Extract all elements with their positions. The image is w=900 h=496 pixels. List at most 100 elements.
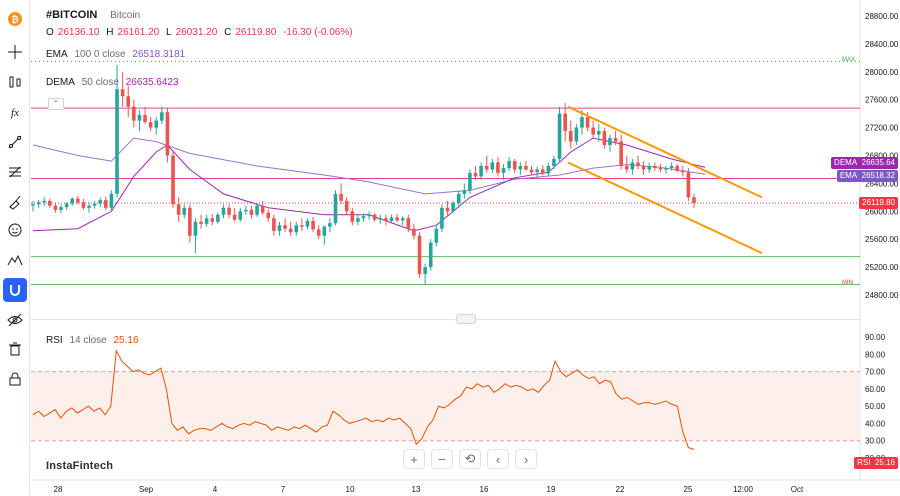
pane-resize-handle[interactable] xyxy=(456,314,476,324)
bars-icon xyxy=(9,76,21,88)
candle-body xyxy=(652,165,657,169)
pattern-icon xyxy=(7,254,23,266)
candle-body xyxy=(423,267,427,275)
candle-body xyxy=(249,209,254,215)
candle xyxy=(193,218,198,254)
reset-chart-button[interactable]: ⟲ xyxy=(459,449,481,469)
candle xyxy=(608,134,612,153)
candle xyxy=(378,214,383,224)
lock-tool-button[interactable] xyxy=(3,367,27,391)
ema-legend[interactable]: EMA 100 0 close 26518.3181 xyxy=(46,49,189,60)
rsi-price-tag: RSI 25.16 xyxy=(854,457,898,469)
rsi-legend[interactable]: RSI 14 close 25.16 xyxy=(46,335,143,346)
candle xyxy=(658,163,663,173)
candle xyxy=(496,156,500,177)
candle-body xyxy=(204,218,209,224)
ema-tag-label: EMA xyxy=(839,171,858,180)
candle-body xyxy=(238,211,243,220)
candle xyxy=(154,117,159,135)
candle-body xyxy=(664,168,668,170)
candle xyxy=(126,85,131,118)
candle xyxy=(350,207,355,226)
candle-body xyxy=(428,242,433,268)
candle xyxy=(48,198,52,208)
candle-body xyxy=(104,200,108,208)
candle-body xyxy=(199,221,203,224)
fib-tool-button[interactable] xyxy=(3,160,27,184)
candle-body xyxy=(288,228,293,233)
symbol-ticker[interactable]: #BITCOIN xyxy=(46,9,98,21)
candle xyxy=(260,200,265,215)
time-tick-label: 19 xyxy=(547,485,556,494)
candle xyxy=(518,162,523,176)
bars-tool-button[interactable] xyxy=(3,70,27,94)
candle xyxy=(160,106,164,125)
candle-body xyxy=(148,122,153,128)
candle-body xyxy=(518,165,523,170)
candle-body xyxy=(328,223,332,227)
time-tick-label: 28 xyxy=(54,485,63,494)
candle xyxy=(283,218,287,233)
time-tick-label: 22 xyxy=(616,485,625,494)
candle xyxy=(367,211,371,220)
trendline-tool-button[interactable] xyxy=(3,130,27,154)
bitcoin-tool-button[interactable]: ₿ xyxy=(3,7,27,31)
scroll-left-button[interactable]: ‹ xyxy=(487,449,509,469)
candle-body xyxy=(294,225,299,233)
dema-legend[interactable]: DEMA 50 close 26635.6423 xyxy=(46,77,183,88)
bitcoin-icon: ₿ xyxy=(8,12,22,26)
candle xyxy=(311,216,315,233)
candle-body xyxy=(468,172,472,191)
time-tick-label: 10 xyxy=(346,485,355,494)
price-tick-label: 27200.00 xyxy=(865,124,899,133)
dema-tag-label: DEMA xyxy=(834,158,858,167)
dema-params: 50 close xyxy=(81,77,119,88)
candle-body xyxy=(188,207,192,236)
candle xyxy=(641,161,646,176)
candle-body xyxy=(406,218,411,229)
pane-separator[interactable] xyxy=(31,319,860,320)
candle-body xyxy=(680,170,685,173)
zoom-out-button[interactable]: − xyxy=(431,449,453,469)
eye-tool-button[interactable] xyxy=(3,308,27,332)
crosshair-tool-button[interactable] xyxy=(3,40,27,64)
candle-body xyxy=(53,205,58,210)
candle-body xyxy=(372,214,377,220)
candle-body xyxy=(283,225,287,229)
candle-body xyxy=(244,209,248,212)
candle-body xyxy=(400,218,405,221)
candle xyxy=(669,162,674,171)
brush-tool-button[interactable] xyxy=(3,190,27,214)
trash-tool-button[interactable] xyxy=(3,337,27,361)
price-tick-label: 25600.00 xyxy=(865,235,899,244)
fx-tool-button[interactable]: fx xyxy=(3,100,27,124)
candle-body xyxy=(339,193,343,201)
emoji-tool-button[interactable] xyxy=(3,218,27,242)
scroll-right-button[interactable]: › xyxy=(515,449,537,469)
candle xyxy=(59,204,63,214)
trendline-icon xyxy=(8,135,22,149)
time-tick-label: 16 xyxy=(480,485,489,494)
candle xyxy=(115,64,119,198)
candle xyxy=(568,120,573,149)
rsi-params: 14 close xyxy=(69,335,107,346)
symbol-legend: #BITCOIN Bitcoin xyxy=(46,9,144,21)
candle-body xyxy=(92,203,97,206)
candle-body xyxy=(512,161,517,170)
candle xyxy=(490,158,495,173)
collapse-legend-button[interactable]: ⌃ xyxy=(48,98,64,110)
drawing-toolbar: ₿ fx xyxy=(0,0,30,496)
candle-body xyxy=(384,218,388,222)
pattern-tool-button[interactable] xyxy=(3,248,27,272)
candle-body xyxy=(647,165,651,170)
magnet-tool-button[interactable] xyxy=(3,278,27,302)
candle xyxy=(339,183,343,205)
zoom-in-button[interactable]: + xyxy=(403,449,425,469)
price-tick-label: 26000.00 xyxy=(865,207,899,216)
candle-body xyxy=(115,89,119,194)
candle xyxy=(652,162,657,171)
candle-body xyxy=(378,218,383,220)
candle-body xyxy=(367,214,371,217)
candle-body xyxy=(624,165,629,170)
